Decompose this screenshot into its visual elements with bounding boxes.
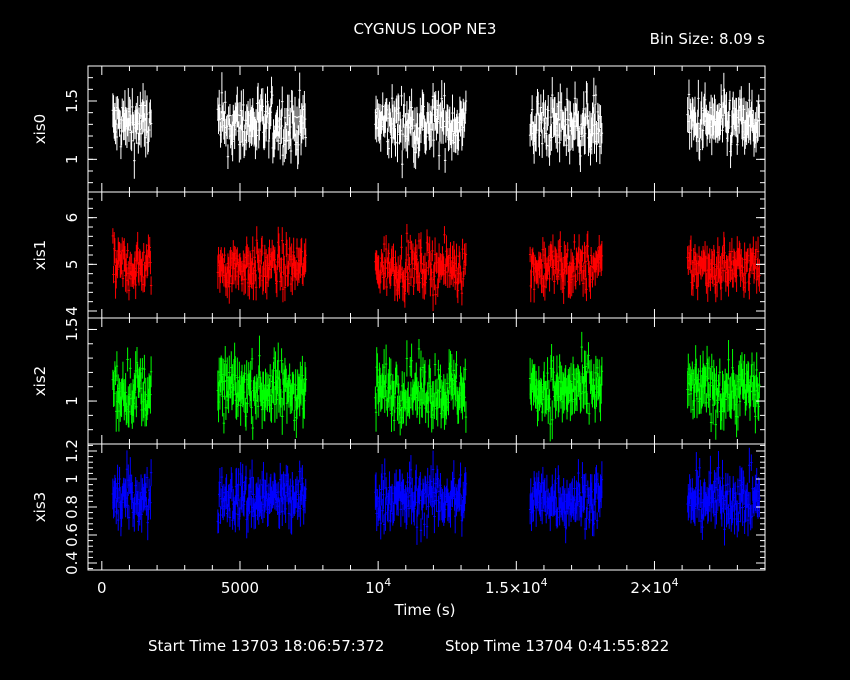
panel-frame-xis1 [87, 191, 766, 319]
y-tick-label: 1 [63, 474, 81, 484]
x-tick-label: 2×104 [630, 576, 678, 597]
y-tick-label: 0.4 [63, 551, 81, 575]
x-tick-label: 5000 [221, 579, 259, 597]
y-tick-label: 1 [63, 155, 81, 165]
chart-title: CYGNUS LOOP NE3 [354, 20, 497, 38]
y-tick-label: 0.8 [63, 495, 81, 519]
y-tick-label: 6 [63, 213, 81, 223]
x-axis-label: Time (s) [394, 601, 456, 619]
panels-group: 1 1.5 xis0 4 5 6 xis1 1 1.5 xis2 0.4 0.6 0.8 1 1.2 xis3… [31, 65, 766, 597]
x-tick-label: 0 [97, 579, 107, 597]
bin-size-label: Bin Size: 8.09 s [650, 30, 766, 48]
series-xis1 [111, 223, 761, 312]
y-tick-label: 1.5 [63, 89, 81, 113]
panel-label-xis0: xis0 [31, 114, 49, 144]
y-tick-label: 0.6 [63, 523, 81, 547]
y-tick-label: 1.2 [63, 439, 81, 463]
y-tick-label: 4 [63, 306, 81, 316]
series-xis0 [111, 72, 761, 179]
panel-label-xis3: xis3 [31, 492, 49, 522]
y-tick-label: 1.5 [63, 318, 81, 342]
start-time-label: Start Time 13703 18:06:57:372 [148, 637, 384, 655]
series-xis3 [111, 447, 761, 546]
panel-label-xis2: xis2 [31, 366, 49, 396]
stop-time-label: Stop Time 13704 0:41:55:822 [445, 637, 669, 655]
x-tick-label: 104 [365, 576, 391, 597]
panel-label-xis1: xis1 [31, 240, 49, 270]
y-tick-label: 5 [63, 260, 81, 270]
x-tick-label: 1.5×104 [485, 576, 548, 597]
panel-frame-xis2 [87, 317, 766, 445]
y-tick-label: 1 [63, 396, 81, 406]
series-xis2 [111, 331, 761, 442]
